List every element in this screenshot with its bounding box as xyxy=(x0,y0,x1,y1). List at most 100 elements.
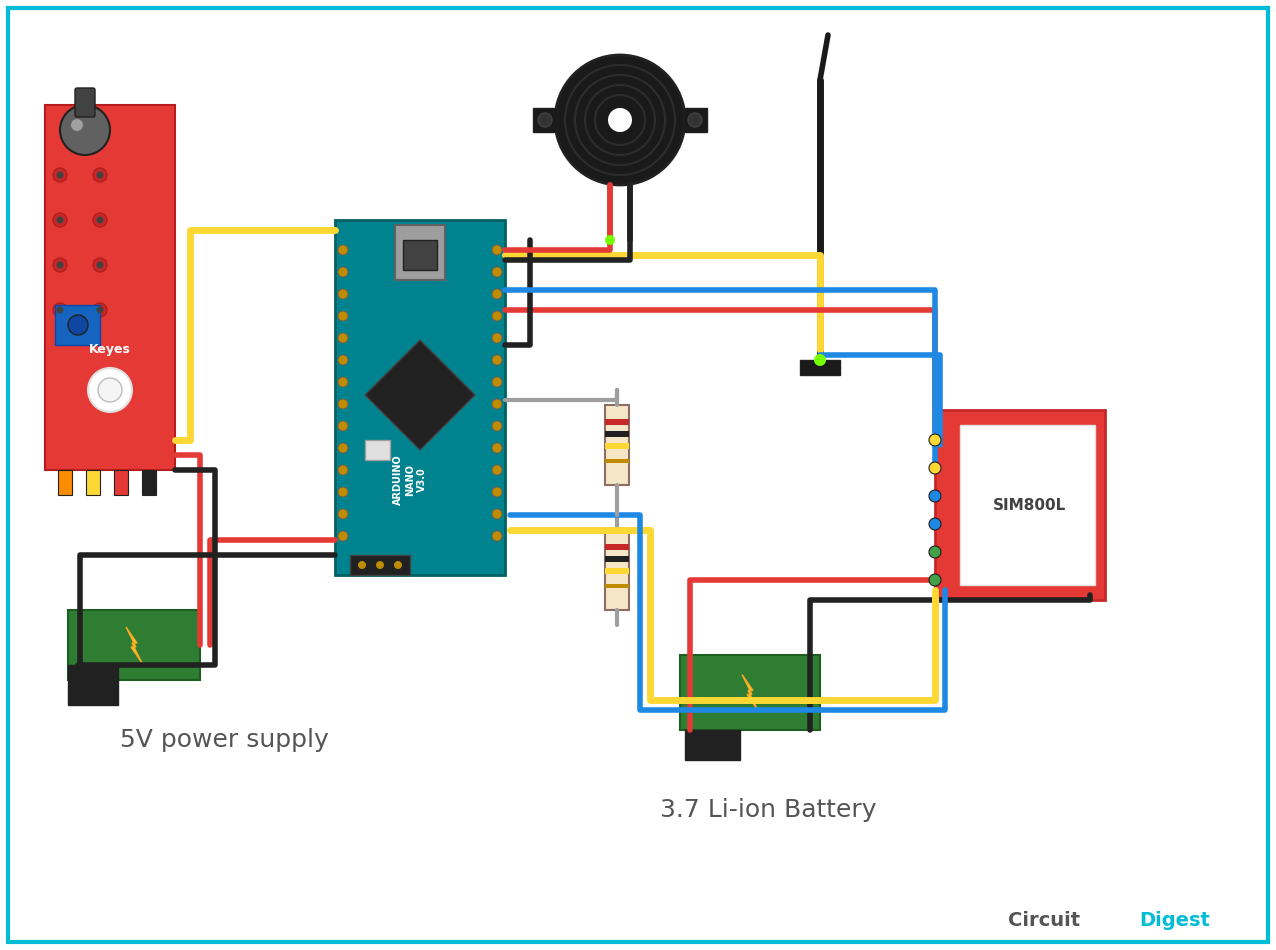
Circle shape xyxy=(93,168,107,182)
Circle shape xyxy=(929,574,940,586)
Bar xyxy=(55,305,100,345)
Circle shape xyxy=(929,462,940,474)
Circle shape xyxy=(338,399,348,409)
FancyBboxPatch shape xyxy=(75,88,94,117)
Bar xyxy=(605,405,629,485)
Circle shape xyxy=(338,355,348,365)
Circle shape xyxy=(338,443,348,453)
Circle shape xyxy=(54,303,68,317)
Circle shape xyxy=(394,561,402,569)
Circle shape xyxy=(338,245,348,255)
Circle shape xyxy=(54,258,68,272)
Text: Digest: Digest xyxy=(1139,910,1210,929)
Circle shape xyxy=(97,172,103,179)
Bar xyxy=(605,530,629,610)
Bar xyxy=(605,459,629,463)
Circle shape xyxy=(97,217,103,223)
Bar xyxy=(45,105,175,470)
Circle shape xyxy=(493,333,501,343)
Bar xyxy=(605,431,629,437)
Circle shape xyxy=(493,509,501,519)
Circle shape xyxy=(338,289,348,299)
Circle shape xyxy=(338,465,348,475)
Bar xyxy=(605,568,629,574)
Circle shape xyxy=(555,55,685,185)
Circle shape xyxy=(929,490,940,502)
Circle shape xyxy=(376,561,384,569)
Bar xyxy=(605,544,629,550)
Circle shape xyxy=(814,354,826,366)
Circle shape xyxy=(68,315,88,335)
Circle shape xyxy=(93,303,107,317)
Circle shape xyxy=(607,108,632,132)
Circle shape xyxy=(338,509,348,519)
Bar xyxy=(68,665,117,705)
Bar xyxy=(605,556,629,562)
Bar xyxy=(605,419,629,425)
Bar xyxy=(142,470,156,495)
Circle shape xyxy=(493,267,501,277)
Circle shape xyxy=(88,368,131,412)
Circle shape xyxy=(93,258,107,272)
Polygon shape xyxy=(126,627,142,663)
Bar xyxy=(605,443,629,449)
Bar xyxy=(396,225,445,280)
Circle shape xyxy=(338,377,348,387)
Text: 5V power supply: 5V power supply xyxy=(120,728,329,752)
Bar xyxy=(680,655,820,730)
Bar xyxy=(57,470,71,495)
Circle shape xyxy=(493,465,501,475)
Circle shape xyxy=(98,378,122,402)
Bar xyxy=(683,108,707,132)
Text: Keyes: Keyes xyxy=(89,344,131,356)
Circle shape xyxy=(56,172,64,179)
Circle shape xyxy=(493,531,501,541)
Circle shape xyxy=(493,289,501,299)
Circle shape xyxy=(56,261,64,269)
Circle shape xyxy=(929,434,940,446)
Polygon shape xyxy=(365,340,475,450)
Circle shape xyxy=(54,213,68,227)
Circle shape xyxy=(97,261,103,269)
Bar xyxy=(533,108,558,132)
Text: ARDUINO
NANO
V3.0: ARDUINO NANO V3.0 xyxy=(393,455,426,505)
Circle shape xyxy=(493,487,501,497)
Circle shape xyxy=(338,333,348,343)
Bar xyxy=(960,425,1095,585)
Circle shape xyxy=(493,377,501,387)
Bar xyxy=(800,360,840,375)
Circle shape xyxy=(493,311,501,321)
Bar xyxy=(114,470,128,495)
Bar xyxy=(336,220,505,575)
Circle shape xyxy=(56,307,64,314)
Bar xyxy=(85,470,100,495)
Circle shape xyxy=(493,245,501,255)
Bar xyxy=(403,240,436,270)
Circle shape xyxy=(493,443,501,453)
Circle shape xyxy=(338,531,348,541)
Circle shape xyxy=(56,217,64,223)
Circle shape xyxy=(493,421,501,431)
Circle shape xyxy=(359,561,366,569)
Text: 3.7 Li-ion Battery: 3.7 Li-ion Battery xyxy=(660,798,877,822)
Circle shape xyxy=(71,119,83,131)
Text: SIM800L: SIM800L xyxy=(994,498,1067,512)
Circle shape xyxy=(929,518,940,530)
Bar xyxy=(605,584,629,588)
Circle shape xyxy=(493,355,501,365)
Text: Circuit: Circuit xyxy=(1008,910,1079,929)
Bar xyxy=(365,440,390,460)
Circle shape xyxy=(60,105,110,155)
Circle shape xyxy=(929,546,940,558)
Circle shape xyxy=(338,267,348,277)
Circle shape xyxy=(338,487,348,497)
Polygon shape xyxy=(743,674,758,711)
Circle shape xyxy=(97,307,103,314)
Circle shape xyxy=(493,399,501,409)
Circle shape xyxy=(338,421,348,431)
Circle shape xyxy=(93,213,107,227)
Circle shape xyxy=(54,168,68,182)
Bar xyxy=(685,730,740,760)
Circle shape xyxy=(538,113,553,127)
Bar xyxy=(935,410,1105,600)
